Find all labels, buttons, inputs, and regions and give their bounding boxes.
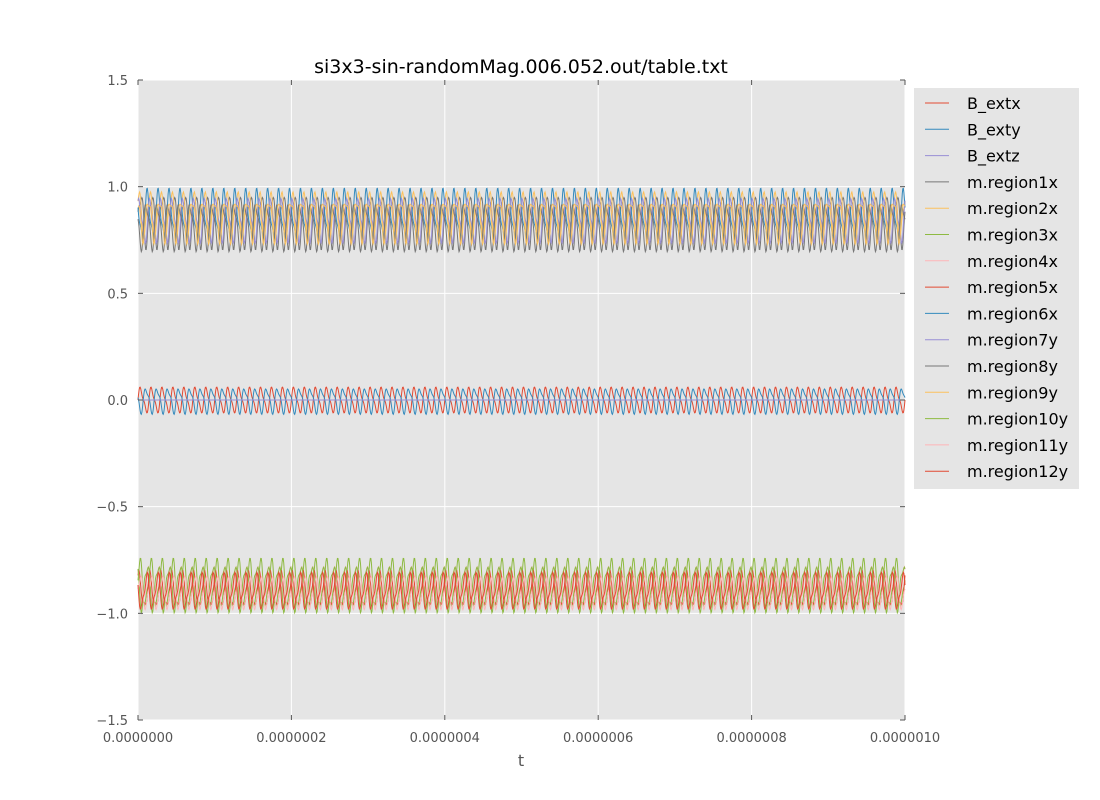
y-tick-label: 1.5 (107, 74, 128, 89)
x-tick-label: 0.0000000 (103, 731, 173, 746)
legend-label: m.region6x (967, 304, 1058, 323)
legend-label: m.region10y (967, 410, 1068, 429)
x-axis-label: t (518, 751, 524, 770)
y-tick-label: 0.5 (107, 287, 128, 302)
legend-label: m.region12y (967, 462, 1068, 481)
series-line-m-region5x (137, 569, 906, 606)
legend-label: m.region11y (967, 436, 1068, 455)
legend-label: m.region7y (967, 331, 1058, 350)
legend-box (914, 88, 1079, 489)
x-tick-label: 0.0000002 (256, 731, 326, 746)
axis-ticks: 0.0000000 0.0000002 0.0000004 0.0000006 0.00… (96, 74, 940, 746)
series-line-b-exty (137, 388, 906, 416)
series-line-m-region12y (137, 570, 906, 610)
y-tick-label: −1.0 (96, 607, 128, 622)
legend-label: m.region2x (967, 199, 1058, 218)
legend-label: m.region3x (967, 226, 1058, 245)
chart-title: si3x3-sin-randomMag.006.052.out/table.tx… (314, 56, 728, 78)
y-tick-label: 0.0 (107, 394, 128, 409)
x-tick-label: 0.0000004 (410, 731, 480, 746)
series-line-m-region9y (137, 203, 906, 247)
x-tick-label: 0.0000008 (716, 731, 786, 746)
series-line-m-region7y (137, 196, 906, 245)
series-line-m-region10y (137, 566, 906, 615)
x-tick-label: 0.0000010 (870, 731, 940, 746)
y-tick-label: −1.5 (96, 714, 128, 729)
y-tick-label: 1.0 (107, 181, 128, 196)
legend-label: m.region8y (967, 357, 1058, 376)
legend-label: B_extx (967, 94, 1021, 114)
y-tick-label: −0.5 (96, 501, 128, 516)
legend-label: m.region4x (967, 252, 1058, 271)
legend-label: m.region9y (967, 383, 1058, 402)
x-tick-label: 0.0000006 (563, 731, 633, 746)
series-line-m-region8y (137, 204, 906, 254)
legend-label: B_extz (967, 147, 1020, 167)
legend-label: m.region5x (967, 278, 1058, 297)
legend: B_extx B_exty B_extz m.region1x m.region2x m.… (914, 88, 1079, 489)
series-layer (137, 187, 906, 615)
legend-label: B_exty (967, 120, 1021, 140)
legend-label: m.region1x (967, 173, 1058, 192)
